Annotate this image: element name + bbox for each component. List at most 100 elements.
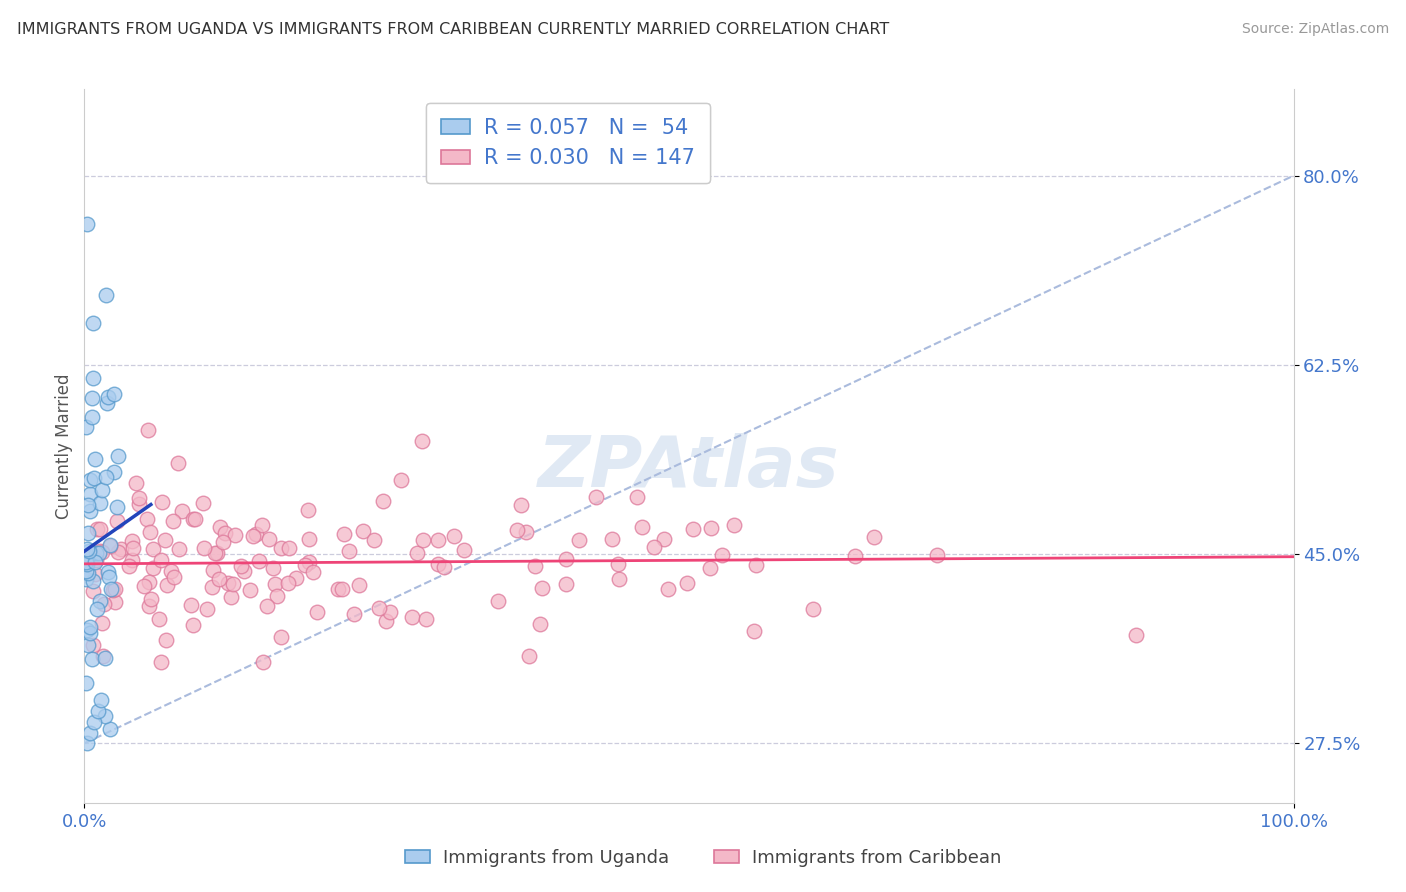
Point xyxy=(453,542,475,557)
Point xyxy=(82,638,104,652)
Point xyxy=(368,600,391,615)
Point xyxy=(411,434,433,448)
Point xyxy=(181,512,204,526)
Point xyxy=(170,504,193,518)
Point xyxy=(509,498,531,512)
Point xyxy=(75,555,97,569)
Point xyxy=(103,387,125,401)
Point xyxy=(277,576,299,591)
Point xyxy=(89,543,111,558)
Point xyxy=(652,533,675,547)
Point xyxy=(86,602,108,616)
Point xyxy=(75,572,97,586)
Point xyxy=(105,500,128,514)
Point xyxy=(89,496,111,510)
Point xyxy=(84,451,107,466)
Point xyxy=(862,529,884,543)
Point xyxy=(529,616,551,631)
Point xyxy=(298,532,321,546)
Point xyxy=(149,552,172,566)
Point xyxy=(801,602,824,616)
Point xyxy=(217,575,239,590)
Point xyxy=(90,544,112,558)
Legend: R = 0.057   N =  54, R = 0.030   N = 147: R = 0.057 N = 54, R = 0.030 N = 147 xyxy=(426,103,710,183)
Point xyxy=(298,555,321,569)
Point xyxy=(97,566,120,580)
Point xyxy=(285,571,308,585)
Point xyxy=(517,649,540,664)
Point xyxy=(270,631,292,645)
Point xyxy=(104,582,127,596)
Point xyxy=(84,555,107,569)
Point xyxy=(77,639,100,653)
Point xyxy=(191,496,214,510)
Point xyxy=(257,532,280,546)
Point xyxy=(86,522,108,536)
Point xyxy=(337,544,360,558)
Point xyxy=(224,528,246,542)
Point xyxy=(91,649,114,664)
Point xyxy=(128,497,150,511)
Point xyxy=(302,565,325,579)
Point xyxy=(84,545,107,559)
Point xyxy=(79,473,101,487)
Point xyxy=(201,563,224,577)
Point xyxy=(352,524,374,539)
Point xyxy=(101,582,124,597)
Point xyxy=(363,533,385,547)
Point xyxy=(723,518,745,533)
Point xyxy=(94,287,117,301)
Point xyxy=(214,526,236,541)
Point xyxy=(515,525,537,540)
Point xyxy=(148,612,170,626)
Point xyxy=(100,582,122,597)
Point xyxy=(195,602,218,616)
Point xyxy=(201,580,224,594)
Point xyxy=(412,533,434,547)
Point xyxy=(347,578,370,592)
Point xyxy=(107,514,129,528)
Point xyxy=(676,575,699,590)
Point xyxy=(132,579,155,593)
Point xyxy=(91,616,114,631)
Point xyxy=(554,552,576,566)
Point xyxy=(76,736,98,750)
Legend: Immigrants from Uganda, Immigrants from Caribbean: Immigrants from Uganda, Immigrants from … xyxy=(398,842,1008,874)
Point xyxy=(209,520,232,534)
Point xyxy=(699,561,721,575)
Point xyxy=(657,582,679,597)
Point xyxy=(742,624,765,638)
Point xyxy=(245,527,267,541)
Point xyxy=(252,517,274,532)
Point xyxy=(76,218,98,232)
Point xyxy=(443,529,465,543)
Point xyxy=(155,577,177,591)
Point xyxy=(118,559,141,574)
Point xyxy=(79,620,101,634)
Point xyxy=(98,537,121,551)
Point xyxy=(77,566,100,580)
Point xyxy=(79,487,101,501)
Point xyxy=(233,564,256,578)
Point xyxy=(150,494,173,508)
Point xyxy=(79,504,101,518)
Point xyxy=(207,546,229,560)
Point xyxy=(98,539,121,553)
Point xyxy=(110,542,132,557)
Point xyxy=(128,491,150,506)
Point xyxy=(136,423,159,437)
Point xyxy=(682,522,704,536)
Point xyxy=(333,527,356,541)
Point xyxy=(136,512,159,526)
Point xyxy=(844,549,866,563)
Point xyxy=(180,598,202,612)
Text: IMMIGRANTS FROM UGANDA VS IMMIGRANTS FROM CARIBBEAN CURRENTLY MARRIED CORRELATIO: IMMIGRANTS FROM UGANDA VS IMMIGRANTS FRO… xyxy=(17,22,889,37)
Point xyxy=(184,512,207,526)
Point xyxy=(415,612,437,626)
Point xyxy=(167,541,190,556)
Point xyxy=(79,626,101,640)
Text: Source: ZipAtlas.com: Source: ZipAtlas.com xyxy=(1241,22,1389,37)
Point xyxy=(76,541,98,556)
Point xyxy=(94,470,117,484)
Point xyxy=(193,541,215,555)
